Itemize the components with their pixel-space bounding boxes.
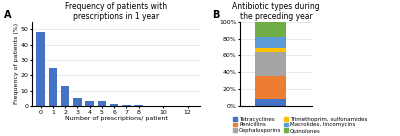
Text: B: B: [212, 10, 219, 20]
Bar: [73, 98, 82, 106]
Y-axis label: Frequency of patients (%): Frequency of patients (%): [14, 23, 19, 104]
Bar: [256, 99, 286, 106]
Bar: [256, 52, 286, 76]
Legend: Tetracyclines, Penicillins, Cephalosporins, Trimethoprim, sulfonamides, Macrolid: Tetracyclines, Penicillins, Cephalospori…: [233, 117, 367, 133]
Bar: [48, 68, 57, 106]
Bar: [122, 105, 131, 106]
Bar: [36, 33, 45, 106]
Bar: [256, 22, 286, 37]
Bar: [256, 76, 286, 99]
Bar: [85, 101, 94, 106]
X-axis label: Number of prescriptions/ patient: Number of prescriptions/ patient: [64, 116, 168, 121]
Bar: [256, 48, 286, 52]
Title: Antibiotic types during
the preceding year: Antibiotic types during the preceding ye…: [232, 2, 320, 21]
Bar: [61, 86, 70, 106]
Bar: [134, 105, 143, 106]
Bar: [98, 101, 106, 106]
Text: A: A: [4, 10, 12, 20]
Bar: [256, 37, 286, 48]
Title: Frequency of patients with
prescriptions in 1 year: Frequency of patients with prescriptions…: [65, 2, 167, 21]
Bar: [110, 104, 118, 106]
